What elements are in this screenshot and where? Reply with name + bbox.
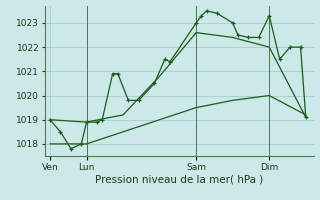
X-axis label: Pression niveau de la mer( hPa ): Pression niveau de la mer( hPa ) (95, 175, 263, 185)
